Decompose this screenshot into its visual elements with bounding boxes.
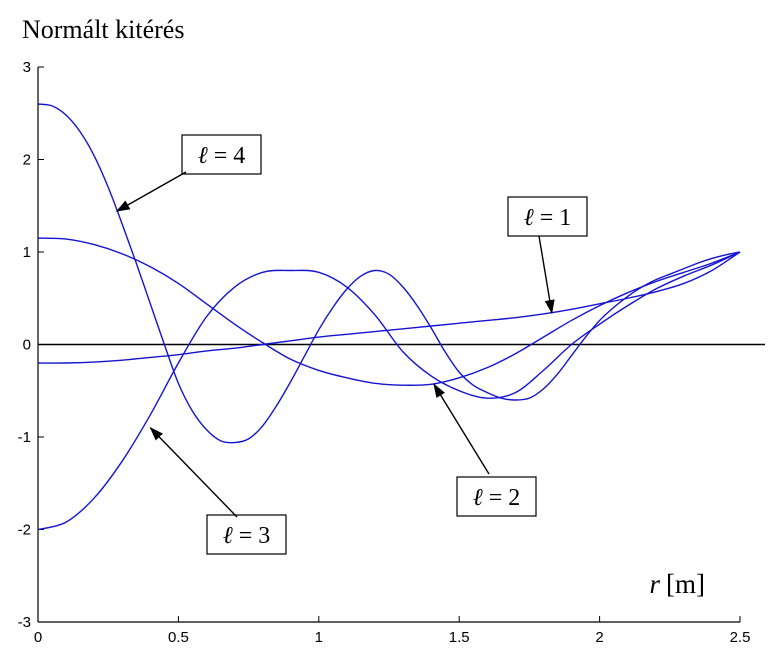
- annotation-l1-arrow: [538, 235, 555, 315]
- x-tick-label: 0.5: [168, 629, 189, 646]
- y-tick-label: -3: [18, 614, 31, 631]
- annotation-l2-box: [456, 476, 537, 517]
- y-tick-label: 3: [23, 59, 31, 76]
- annotation-l2: ℓ = 2: [433, 383, 537, 517]
- annotation-l1-var: ℓ: [524, 205, 534, 231]
- x-tick-label: 1.5: [449, 629, 470, 646]
- annotation-l3-var: ℓ: [223, 523, 233, 549]
- x-axis-label-var: r: [650, 569, 661, 599]
- x-tick-label: 2.5: [730, 629, 751, 646]
- series-line-2: [37, 237, 741, 386]
- annotation-l2-label: ℓ = 2: [473, 485, 521, 511]
- x-tick-label: 0: [34, 629, 42, 646]
- y-tick-label: 0: [23, 337, 31, 354]
- annotation-l2-arrow: [433, 383, 490, 475]
- series-line-4: [37, 103, 741, 444]
- annotation-l3: ℓ = 3: [149, 427, 287, 555]
- annotation-l1-box: [507, 196, 588, 237]
- x-ticks: 0 0.5 1 1.5 2 2.5: [34, 616, 751, 646]
- annotation-l4: ℓ = 4: [115, 134, 262, 212]
- y-tick-label: 1: [23, 244, 31, 261]
- annotation-l4-rest: = 4: [208, 143, 246, 169]
- x-tick-label: 1: [315, 629, 323, 646]
- axes: [37, 67, 765, 623]
- series-line-3: [37, 251, 741, 531]
- annotation-l4-box: [181, 134, 262, 175]
- annotation-l4-var: ℓ: [198, 143, 208, 169]
- x-axis-label: r [m]: [650, 569, 706, 599]
- annotation-l1-label: ℓ = 1: [524, 205, 572, 231]
- annotation-l2-rest: = 2: [483, 485, 521, 511]
- annotation-l1: ℓ = 1: [507, 196, 588, 315]
- y-ticks: 3 2 1 0 -1 -2 -3: [18, 59, 44, 631]
- annotation-l3-rest: = 3: [233, 523, 271, 549]
- series-line-1: [37, 251, 741, 364]
- annotation-l4-label: ℓ = 4: [198, 143, 246, 169]
- annotation-l3-arrow: [149, 427, 238, 518]
- y-tick-label: -2: [18, 522, 31, 539]
- chart-title: Normált kitérés: [22, 15, 184, 44]
- x-axis-label-unit: [m]: [666, 569, 705, 599]
- annotation-l3-box: [206, 514, 287, 555]
- y-tick-label: 2: [23, 152, 31, 169]
- x-tick-label: 2: [595, 629, 603, 646]
- annotation-l1-rest: = 1: [534, 205, 572, 231]
- annotation-l2-var: ℓ: [473, 485, 483, 511]
- annotation-l3-label: ℓ = 3: [223, 523, 271, 549]
- series-lines: [37, 103, 741, 531]
- annotations: ℓ = 4 ℓ = 1 ℓ = 2 ℓ = 3: [115, 134, 588, 555]
- y-tick-label: -1: [18, 429, 31, 446]
- annotation-l4-arrow: [115, 171, 187, 212]
